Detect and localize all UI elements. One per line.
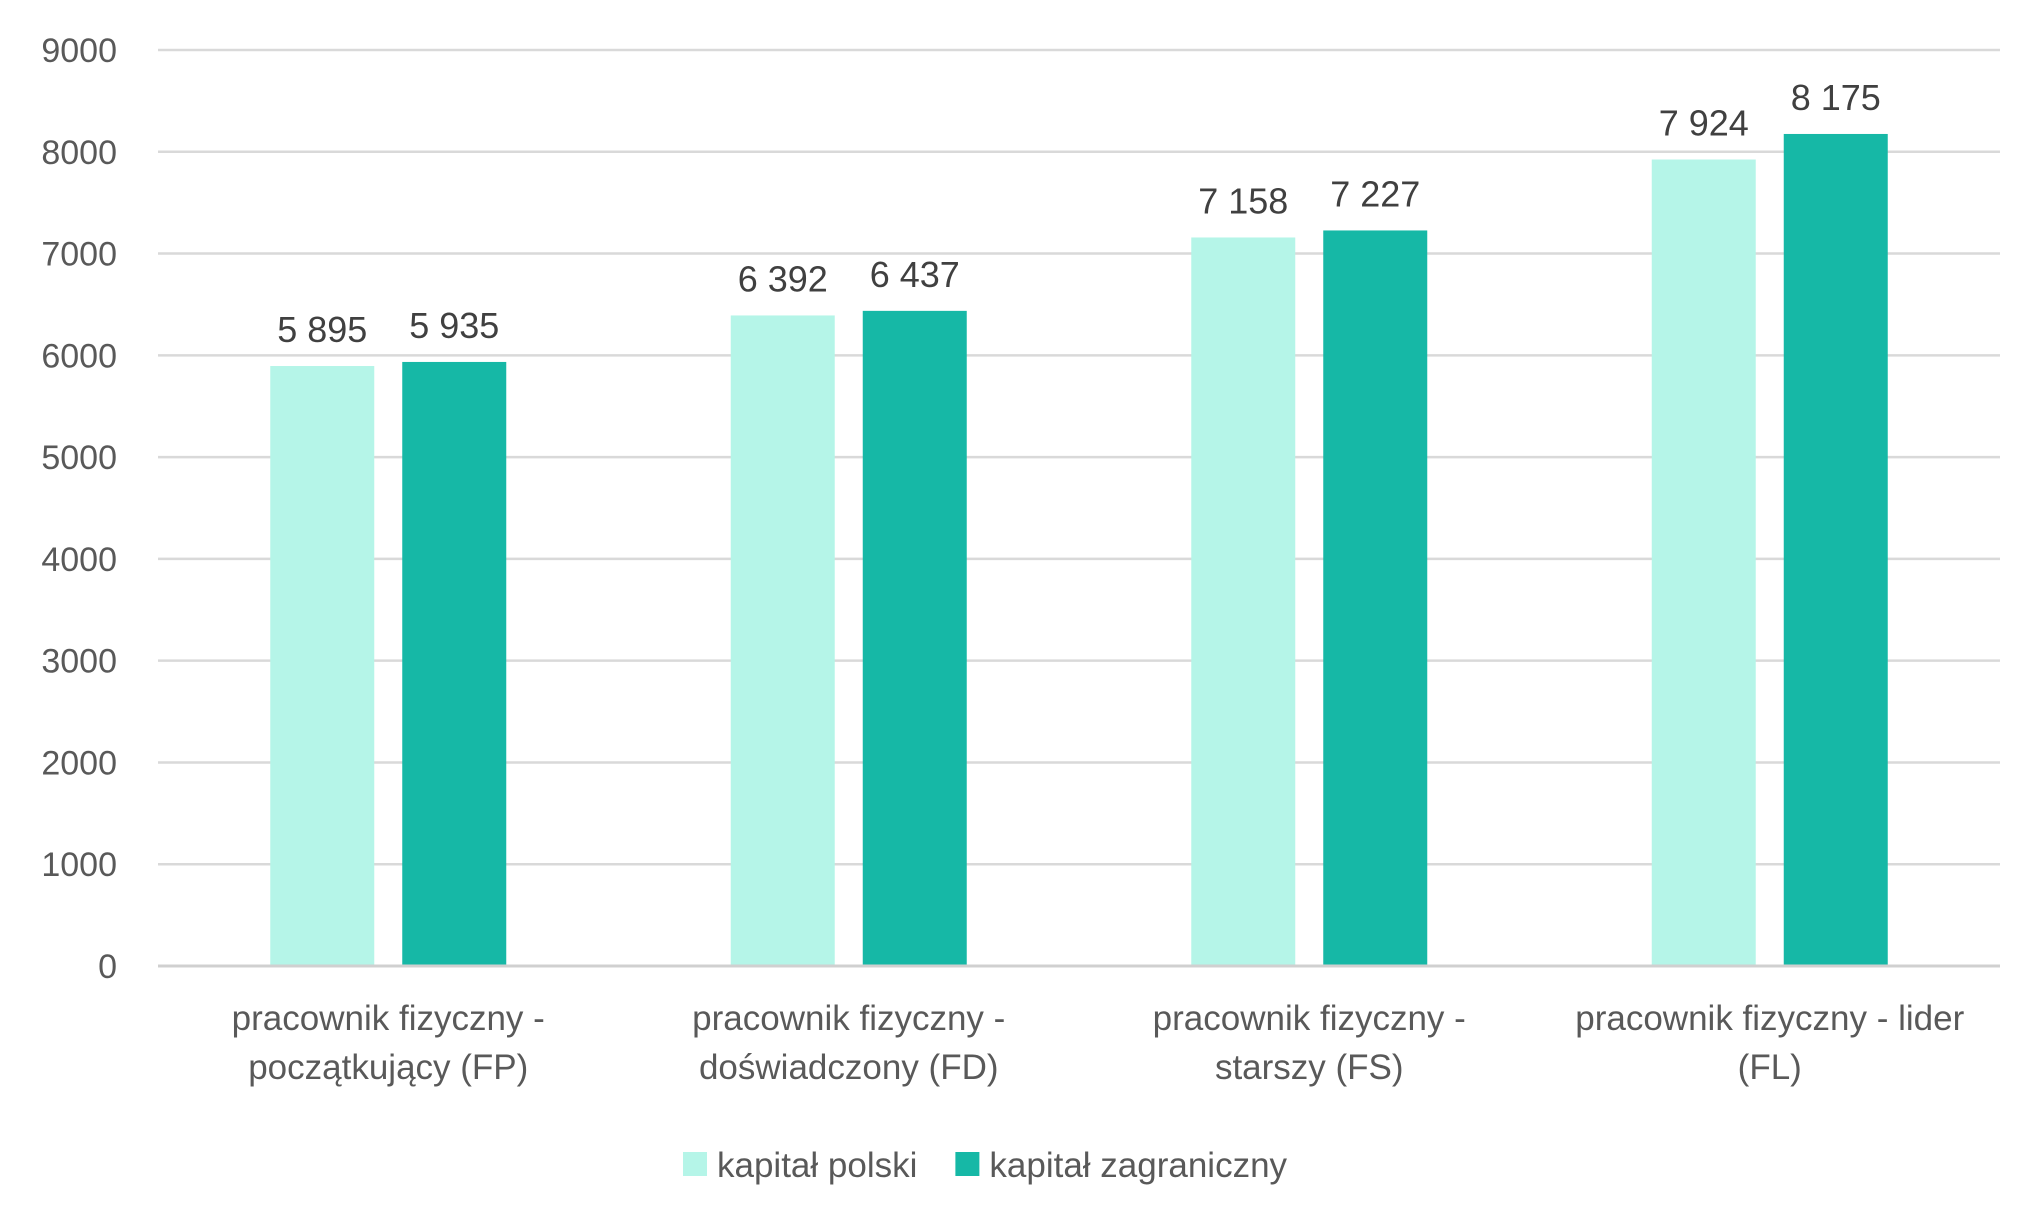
legend-swatch [683,1152,707,1176]
legend-item: kapitał polski [683,1146,917,1185]
y-axis-tick-labels: 0 1000 2000 3000 4000 5000 6000 7000 8000 9000 [41,32,117,986]
data-label: 7 158 [1198,180,1288,221]
legend-swatch [955,1152,980,1176]
y-tick-label: 7000 [41,236,117,274]
legend: kapitał polski kapitał zagraniczny [683,1146,1288,1185]
x-tick-label: starszy (FS) [1215,1048,1404,1087]
x-tick-label: (FL) [1738,1048,1802,1087]
y-tick-label: 6000 [41,337,117,375]
data-labels: 5 895 5 935 6 392 6 437 7 158 7 227 7 924 8 175 [277,77,1881,350]
y-tick-label: 0 [98,948,117,986]
x-tick-label: pracownik fizyczny - [232,999,545,1038]
y-tick-label: 1000 [41,846,117,884]
bar [402,361,507,967]
data-label: 5 895 [277,309,367,350]
data-label: 6 392 [738,258,828,299]
bar [1783,133,1888,966]
x-tick-label: pracownik fizyczny - lider [1575,999,1964,1038]
legend-label: kapitał zagraniczny [989,1146,1287,1185]
y-tick-label: 5000 [41,439,117,477]
y-tick-label: 9000 [41,32,117,70]
y-tick-label: 3000 [41,643,117,681]
y-tick-label: 4000 [41,541,117,579]
bar [270,366,375,966]
data-label: 5 935 [409,305,499,346]
legend-label: kapitał polski [717,1146,917,1185]
legend-item: kapitał zagraniczny [955,1146,1288,1185]
x-tick-label: pracownik fizyczny - [1153,999,1466,1038]
data-label: 6 437 [870,254,960,295]
y-tick-label: 8000 [41,134,117,172]
data-label: 7 924 [1659,103,1749,144]
bar [1323,230,1428,966]
bars [270,133,1888,967]
data-label: 7 227 [1330,173,1420,214]
bar [862,310,967,966]
x-tick-label: doświadczony (FD) [699,1048,999,1087]
y-tick-label: 2000 [41,744,117,782]
bar [1651,159,1756,967]
bar [1191,237,1296,966]
data-label: 8 175 [1791,77,1881,118]
x-tick-label: początkujący (FP) [248,1048,528,1087]
x-axis-category-labels: pracownik fizyczny - początkujący (FP) pra… [232,999,1965,1087]
x-tick-label: pracownik fizyczny - [692,999,1005,1038]
bar [730,315,835,967]
